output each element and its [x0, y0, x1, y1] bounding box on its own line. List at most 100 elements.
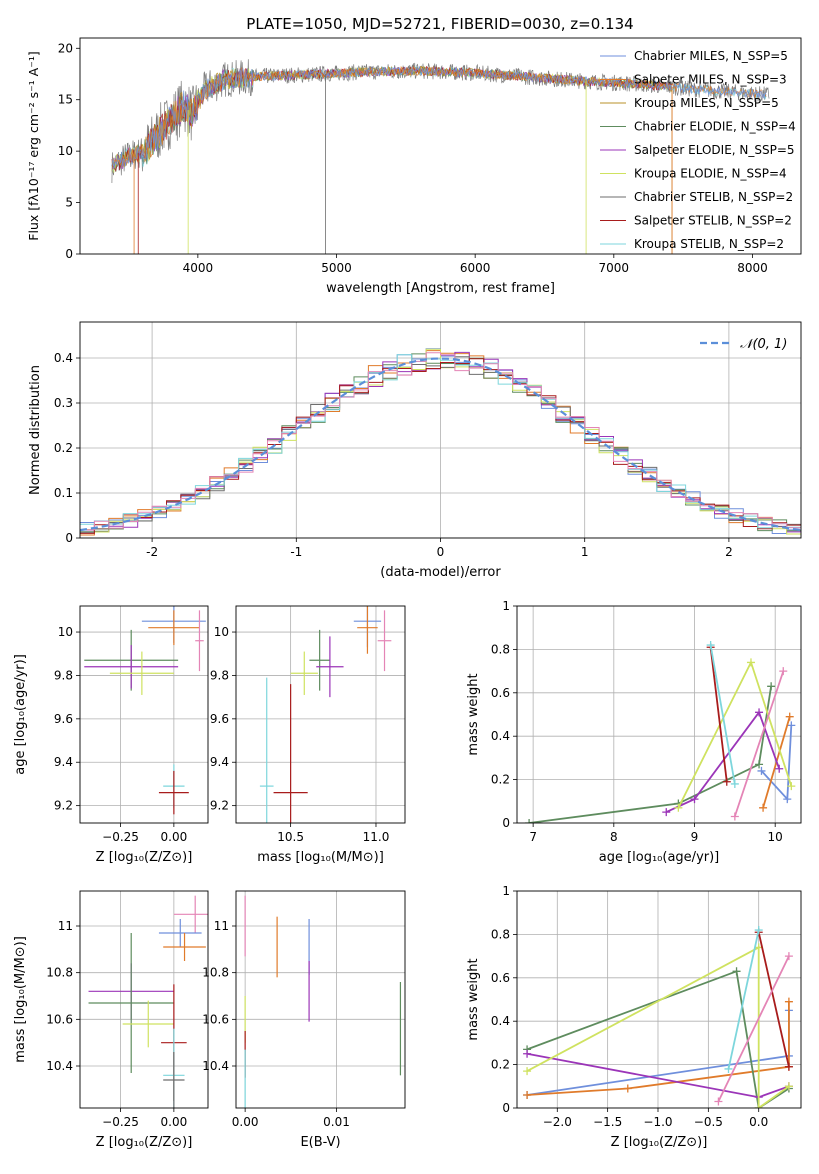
weight-vs-age-point [759, 803, 768, 812]
age-vs-mass-ytick-label: 9.8 [210, 668, 229, 682]
age-vs-Z-plot-area [80, 606, 208, 823]
spectrum-series-0 [111, 65, 767, 169]
mass-vs-EBV-plot-area [236, 891, 405, 1108]
mass-vs-Z-frame [79, 890, 209, 1109]
weight-vs-age-point [722, 777, 731, 786]
normal-reference-curve [80, 357, 801, 532]
legend-entry: Kroupa STELIB, N_SSP=2 [634, 237, 784, 251]
weight-vs-Z-series-9 [717, 955, 790, 1102]
residuals-ytick-label: 0.2 [54, 441, 73, 455]
weight-vs-age-point [787, 721, 796, 730]
weight-vs-age-xtick-label: 7 [529, 830, 537, 844]
weight-vs-Z-xtick-label: −0.5 [694, 1115, 723, 1129]
mass-vs-EBV-xtick-label: 0.00 [232, 1115, 259, 1129]
mass-vs-EBV-frame [235, 890, 406, 1109]
weight-vs-Z-point [754, 926, 763, 935]
weight-vs-age-xtick-label: 9 [691, 830, 699, 844]
spectrum-ytick-label: 10 [58, 144, 73, 158]
weight-vs-age-ytick-label: 0.4 [491, 729, 510, 743]
weight-vs-Z-ytick-label: 0 [502, 1101, 510, 1115]
weight-vs-age-point [706, 641, 715, 650]
legend-entry: Chabrier STELIB, N_SSP=2 [634, 190, 793, 204]
weight-vs-age-point [757, 766, 766, 775]
weight-vs-Z-series-1 [527, 1001, 790, 1096]
weight-vs-Z-ytick-label: 0.4 [491, 1014, 510, 1028]
residuals-xtick-label: 0 [437, 545, 445, 559]
legend-entry: Salpeter ELODIE, N_SSP=5 [634, 143, 795, 157]
weight-vs-Z-point [784, 1082, 793, 1091]
weight-vs-Z-ytick-label: 0.8 [491, 927, 510, 941]
weight-vs-age-point [783, 795, 792, 804]
weight-vs-age-point [525, 819, 534, 823]
spectrum-ytick-label: 0 [65, 247, 73, 261]
weight-vs-Z-point [623, 1084, 632, 1093]
histogram-series-9 [80, 352, 801, 531]
weight-vs-age-series-3 [528, 686, 772, 823]
spectrum-xtick-label: 5000 [321, 261, 352, 275]
weight-vs-age-point [767, 682, 776, 691]
age-vs-mass-ytick-label: 9.2 [210, 799, 229, 813]
weight-vs-Z-xtick-label: 0.0 [749, 1115, 768, 1129]
age-vs-mass-xtick-label: 11.0 [363, 830, 390, 844]
legend-entry: Chabrier ELODIE, N_SSP=4 [634, 120, 796, 134]
weight-vs-Z-series-7 [757, 932, 790, 1067]
weight-vs-age-ytick-label: 0 [502, 816, 510, 830]
weight-vs-age-point [779, 667, 788, 676]
weight-vs-Z-point [714, 1097, 723, 1106]
weight-vs-Z-point [523, 1049, 532, 1058]
age-vs-Z-xtick-label: −0.25 [102, 830, 139, 844]
weight-vs-age-point [775, 764, 784, 773]
weight-vs-age-point [674, 803, 683, 812]
weight-vs-Z-xtick-label: −1.0 [643, 1115, 672, 1129]
spectrum-frame [79, 37, 802, 255]
weight-vs-Z-xtick-label: −1.5 [593, 1115, 622, 1129]
weight-vs-age-ytick-label: 0.8 [491, 642, 510, 656]
mass-vs-Z-xtick-label: −0.25 [102, 1115, 139, 1129]
age-vs-Z-frame [79, 605, 209, 824]
weight-vs-Z-point [732, 967, 741, 976]
weight-vs-Z-series-5 [526, 945, 790, 1108]
weight-vs-age-ylabel: mass weight [466, 673, 481, 755]
weight-vs-age-point [690, 795, 699, 804]
mass-vs-Z-plot-area [80, 891, 208, 1108]
residuals-xtick-label: -1 [290, 545, 302, 559]
weight-vs-age-point [662, 808, 671, 817]
age-vs-mass-ytick-label: 9.4 [210, 755, 229, 769]
legend-entry: Kroupa MILES, N_SSP=5 [634, 96, 779, 110]
residuals-xtick-label: 1 [581, 545, 589, 559]
weight-vs-age-point [746, 658, 755, 667]
mass-vs-EBV-xlabel: E(B-V) [300, 1135, 340, 1150]
mass-vs-Z-xtick-label: 0.00 [161, 1115, 188, 1129]
age-vs-Z-ytick-label: 9.6 [54, 712, 73, 726]
weight-vs-age-xtick-label: 10 [768, 830, 783, 844]
weight-vs-age-ytick-label: 0.2 [491, 773, 510, 787]
legend-entry: Chabrier MILES, N_SSP=5 [634, 49, 788, 63]
spectrum-xlabel: wavelength [Angstrom, rest frame] [326, 281, 555, 296]
weight-vs-age-xlabel: age [log₁₀(age/yr)] [599, 850, 720, 865]
weight-vs-Z-xlabel: Z [log₁₀(Z/Z⊙)] [611, 1135, 708, 1150]
legend-entry: Salpeter MILES, N_SSP=3 [634, 73, 787, 87]
age-vs-Z-ytick-label: 9.8 [54, 668, 73, 682]
spectrum-ytick-label: 5 [65, 196, 73, 210]
mass-vs-Z-ytick-label: 11 [58, 919, 73, 933]
weight-vs-age-point [785, 712, 794, 721]
weight-vs-Z-ytick-label: 0.2 [491, 1058, 510, 1072]
legend-entry: Salpeter STELIB, N_SSP=2 [634, 214, 792, 228]
residuals-xtick-label: 2 [725, 545, 733, 559]
histogram-series-8 [80, 354, 801, 529]
spectrum-ytick-label: 20 [58, 41, 73, 55]
weight-vs-Z-ytick-label: 0.6 [491, 971, 510, 985]
residuals-ylabel: Normed distribution [28, 365, 43, 495]
age-vs-Z-ylabel: age [log₁₀(age/yr)] [13, 654, 28, 775]
mass-vs-EBV-ytick-label: 10.6 [202, 1012, 229, 1026]
legend-entry: Kroupa ELODIE, N_SSP=4 [634, 167, 787, 181]
weight-vs-age-point [755, 708, 764, 717]
residuals-plot-area [80, 322, 801, 538]
spectrum-xtick-label: 4000 [183, 261, 214, 275]
mass-vs-EBV-ytick-label: 10.4 [202, 1059, 229, 1073]
weight-vs-Z-point [523, 1090, 532, 1099]
weight-vs-Z-frame [516, 890, 802, 1109]
residuals-xtick-label: -2 [146, 545, 158, 559]
spectrum-series-1 [111, 65, 767, 168]
